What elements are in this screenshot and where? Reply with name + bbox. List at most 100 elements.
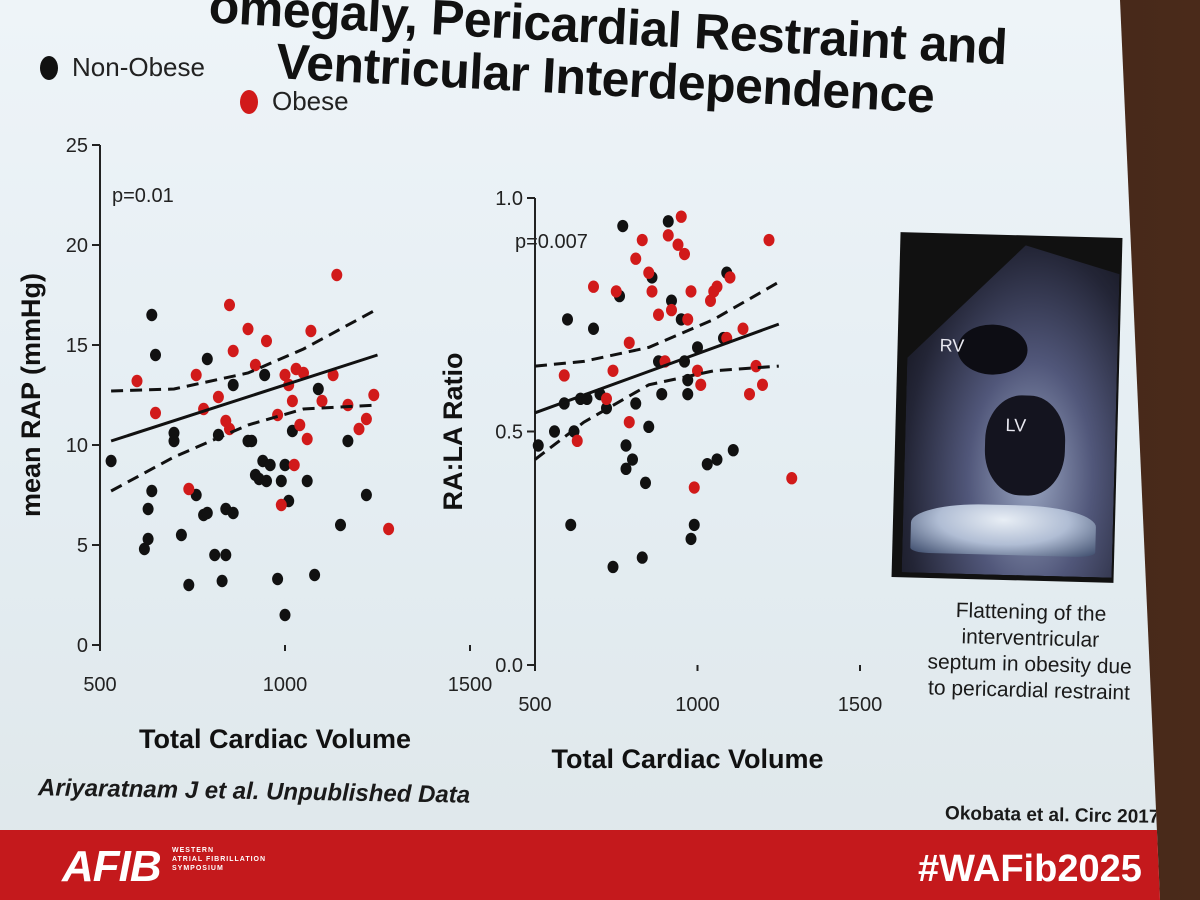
data-point-obese [750, 359, 762, 373]
data-point-non-obese [685, 532, 697, 546]
x-tick-label: 1000 [675, 694, 720, 716]
image-caption: Flattening of the interventricular septu… [927, 599, 1133, 705]
logo-sub-line-2: ATRIAL FIBRILLATION [172, 856, 267, 863]
legend-obese-label: Obese [272, 86, 349, 116]
x-tick-label: 1500 [448, 674, 493, 696]
data-point-non-obese [312, 382, 324, 396]
data-point-obese [757, 378, 768, 391]
data-point-non-obese [335, 518, 346, 532]
charts-canvas: 0 5 10 15 20 25 500 1000 1500 Total Cardiac Volum… [16, 135, 883, 774]
data-point-non-obese [275, 474, 287, 488]
y-axis-label: mean RAP (mmHg) [16, 273, 46, 517]
logo-sub-line-1: WESTERN [172, 847, 214, 854]
data-point-obese [786, 472, 798, 485]
data-point-obese [695, 378, 707, 391]
data-point-non-obese [146, 484, 158, 498]
data-point-obese [327, 368, 339, 382]
afib-logo-subtitle: WESTERN ATRIAL FIBRILLATION SYMPOSIUM [172, 846, 266, 873]
data-point-obese [301, 432, 313, 446]
data-point-non-obese [227, 378, 239, 392]
data-point-non-obese [711, 453, 723, 466]
legend-non-obese-label: Non-Obese [72, 52, 205, 82]
data-point-obese [705, 294, 716, 307]
logo-sub-line-3: SYMPOSIUM [172, 865, 224, 872]
data-point-non-obese [532, 439, 544, 452]
data-point-non-obese [627, 453, 638, 466]
data-point-non-obese [565, 518, 577, 532]
data-point-non-obese [142, 502, 154, 516]
data-point-obese [666, 303, 677, 317]
data-point-non-obese [692, 341, 703, 354]
data-point-obese [601, 392, 612, 406]
legend-non-obese-dot-icon [40, 55, 58, 80]
data-point-obese [672, 238, 684, 251]
data-point-obese [711, 280, 723, 293]
regression-line [110, 353, 378, 443]
footer-bar: AFIB WESTERN ATRIAL FIBRILLATION SYMPOSI… [0, 830, 1160, 900]
y-tick-label: 1.0 [495, 188, 523, 210]
data-point-obese [737, 322, 749, 335]
data-point-non-obese [150, 348, 161, 362]
data-point-obese [571, 434, 583, 448]
confidence-band-upper [111, 307, 379, 393]
data-point-non-obese [342, 434, 354, 448]
data-point-non-obese [656, 387, 668, 401]
data-point-obese [286, 394, 298, 408]
data-point-non-obese [701, 457, 713, 471]
data-point-obese [305, 324, 317, 338]
echo-lv-cavity [983, 394, 1067, 497]
chart-ra-la-ratio: 0.0 0.5 1.0 500 1000 1500 Total Cardiac Volume… [438, 188, 882, 774]
data-point-obese [224, 422, 235, 436]
confidence-band-upper [534, 280, 780, 368]
data-point-non-obese [301, 474, 313, 488]
data-point-non-obese [201, 506, 213, 520]
data-point-non-obese [168, 434, 180, 448]
data-point-obese [272, 408, 284, 422]
data-point-non-obese [209, 548, 221, 562]
afib-logo: AFIB [62, 842, 162, 891]
data-point-obese [279, 368, 291, 382]
data-point-non-obese [630, 397, 642, 410]
data-point-non-obese [360, 488, 372, 502]
y-tick-label: 5 [77, 535, 88, 557]
data-point-non-obese [261, 474, 272, 488]
data-point-obese [692, 364, 703, 377]
data-point-non-obese [279, 608, 291, 622]
data-point-obese [294, 418, 306, 432]
data-point-non-obese [220, 548, 232, 562]
data-point-non-obese [105, 454, 117, 468]
data-point-obese [763, 233, 775, 247]
data-point-non-obese [643, 420, 655, 434]
data-point-non-obese [201, 352, 213, 366]
data-point-non-obese [279, 458, 291, 472]
data-point-obese [558, 369, 570, 382]
data-point-obese [242, 322, 254, 336]
chart-rap: 0 5 10 15 20 25 500 1000 1500 Total Cardiac Volum… [16, 135, 492, 754]
data-point-non-obese [138, 542, 150, 556]
data-point-obese [610, 285, 622, 298]
y-tick-label: 0.0 [495, 655, 523, 677]
echo-base [910, 502, 1097, 558]
data-point-non-obese [146, 308, 158, 322]
data-point-obese [636, 233, 648, 247]
data-point-obese [688, 481, 700, 494]
data-point-non-obese [666, 294, 677, 307]
data-point-non-obese [617, 219, 629, 233]
data-point-non-obese [620, 439, 632, 452]
data-point-non-obese [588, 322, 599, 335]
data-point-obese [190, 368, 202, 382]
citation-right: Okobata et al. Circ 2017 [944, 803, 1160, 828]
data-point-non-obese [620, 462, 632, 476]
legend-obese: Obese [240, 86, 349, 117]
data-point-obese [646, 285, 658, 298]
data-point-obese [249, 358, 261, 372]
data-point-non-obese [272, 572, 284, 586]
data-point-obese [275, 498, 287, 512]
data-point-obese [227, 344, 239, 358]
data-point-obese [623, 415, 635, 429]
data-point-obese [682, 313, 694, 326]
x-axis-label: Total Cardiac Volume [551, 744, 823, 774]
data-point-obese [212, 390, 224, 404]
data-point-non-obese [727, 443, 739, 457]
y-tick-label: 15 [66, 335, 88, 357]
